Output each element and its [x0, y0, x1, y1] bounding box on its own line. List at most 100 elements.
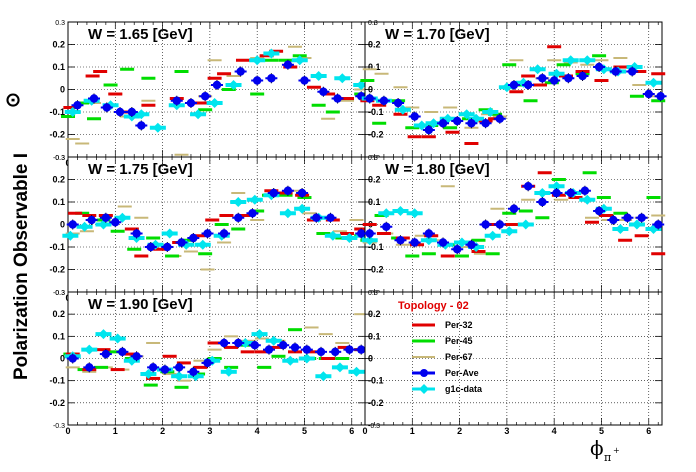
marker-per-ave [73, 101, 82, 110]
y-tick-label: -0.1 [368, 107, 384, 117]
point-per-32 [306, 85, 321, 89]
marker-g1c-data [409, 208, 420, 219]
point-per-67 [632, 84, 647, 86]
y-tick-label: -0.1 [49, 242, 65, 252]
point-per-45 [325, 110, 340, 114]
point-per-32 [110, 368, 125, 372]
marker-per-ave [365, 229, 374, 238]
y-tick-label: 0.2 [368, 309, 381, 319]
marker-per-ave [410, 238, 419, 247]
point-per-45 [535, 216, 550, 220]
legend-entry: Per-67 [412, 352, 473, 362]
marker-per-ave [538, 197, 547, 207]
point-per-45 [165, 254, 180, 258]
marker-g1c-data [79, 221, 90, 232]
point-per-32 [547, 45, 562, 49]
marker-g1c-data [117, 212, 128, 223]
marker-per-ave [467, 119, 476, 128]
marker-g1c-data [356, 80, 367, 90]
y-tick-label: -0.1 [368, 376, 384, 386]
marker-per-ave [203, 358, 212, 368]
y-tick-label: 0.1 [52, 62, 65, 72]
marker-per-ave [393, 98, 403, 108]
point-per-67 [354, 313, 369, 316]
panels: -0.3 -0.2 -0.1 0 0.1 0.2 0.3 0 1 2 3 4 5 6 W = 1.65 [G… [49, 20, 667, 436]
point-per-32 [134, 254, 149, 258]
point-per-45 [502, 63, 517, 67]
marker-per-ave [345, 345, 354, 354]
marker-per-ave [382, 222, 391, 231]
point-per-67 [304, 326, 319, 329]
marker-per-ave [495, 114, 504, 123]
marker-g1c-data [344, 233, 355, 243]
marker-g1c-data [228, 80, 239, 90]
marker-g1c-data [285, 355, 296, 366]
marker-per-ave [438, 119, 448, 128]
point-per-45 [360, 79, 375, 82]
point-per-45 [582, 171, 597, 175]
point-per-32 [259, 54, 274, 58]
marker-g1c-data [364, 235, 375, 246]
point-per-32 [124, 227, 139, 231]
marker-per-ave [566, 188, 575, 198]
x-tick-label: 5 [302, 426, 307, 436]
point-per-67 [174, 153, 189, 156]
marker-per-ave [248, 209, 257, 218]
marker-per-ave [438, 238, 448, 247]
point-per-32 [124, 352, 139, 356]
marker-g1c-data [416, 120, 427, 131]
marker-per-ave [189, 233, 198, 243]
point-per-45 [143, 383, 158, 387]
point-per-45 [421, 252, 436, 256]
marker-per-ave [637, 213, 646, 222]
point-per-45 [198, 108, 213, 112]
point-per-32 [618, 238, 633, 242]
point-per-32 [376, 232, 391, 235]
point-per-45 [214, 223, 229, 226]
point-per-67 [594, 59, 609, 62]
marker-g1c-data [197, 239, 208, 250]
legend-panel: -0.3 -0.2 -0.1 0 0.1 0.2 0.3 0 1 2 3 4 5 6 [362, 290, 663, 436]
marker-g1c-data [615, 224, 626, 234]
point-per-45 [221, 88, 236, 91]
series-per-ave [363, 62, 667, 135]
point-per-32 [205, 218, 220, 222]
marker-per-ave [357, 345, 366, 354]
point-per-32 [594, 79, 609, 82]
marker-per-ave [623, 213, 632, 222]
y-tick-label: 0.3 [368, 155, 378, 162]
y-tick-label: -0.2 [368, 398, 384, 408]
marker-per-ave [101, 213, 111, 222]
point-per-67 [226, 75, 241, 77]
marker-per-ave [331, 347, 340, 357]
point-per-45 [485, 252, 500, 256]
point-per-67 [414, 234, 429, 237]
point-per-45 [596, 196, 611, 199]
marker-per-ave [453, 116, 462, 126]
x-tick-label: 4 [255, 426, 260, 436]
marker-per-ave [509, 204, 519, 213]
legend-marker [420, 369, 428, 377]
y-tick-label: 0.3 [55, 290, 65, 297]
point-per-67 [207, 59, 222, 62]
point-per-67 [374, 72, 389, 75]
point-per-67 [340, 99, 355, 102]
point-per-45 [250, 92, 265, 96]
marker-per-ave [379, 96, 389, 105]
marker-g1c-data [327, 230, 338, 241]
x-tick-label: 6 [646, 426, 651, 436]
y-tick-label: 0.2 [368, 40, 381, 50]
marker-g1c-data [428, 118, 439, 129]
marker-per-ave [611, 67, 620, 76]
marker-g1c-data [485, 107, 496, 117]
point-per-67 [134, 216, 149, 219]
point-per-32 [393, 112, 408, 116]
point-per-45 [94, 365, 109, 369]
marker-per-ave [87, 215, 96, 225]
y-tick-label: 0 [60, 85, 65, 95]
y-tick-label: 0 [60, 354, 65, 364]
marker-g1c-data [334, 362, 345, 373]
point-per-45 [181, 238, 196, 242]
marker-per-ave [290, 343, 300, 352]
